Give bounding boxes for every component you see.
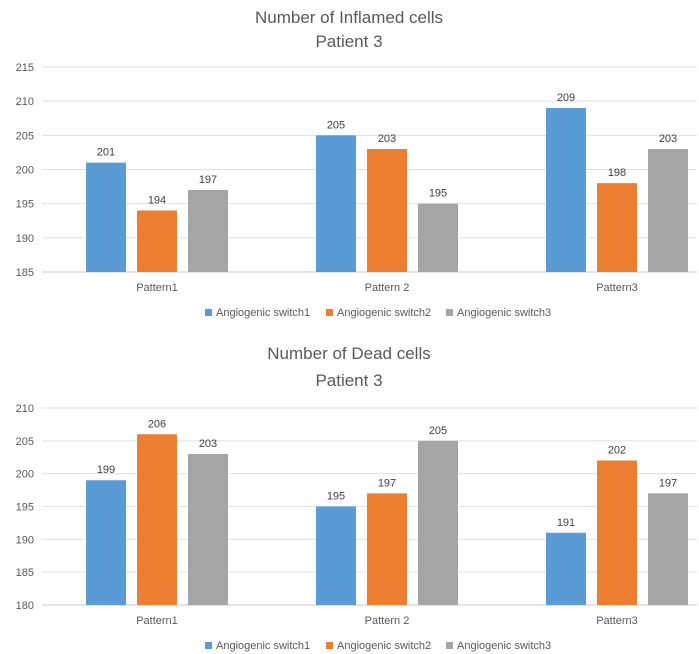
dead-data-label: 197 [378, 477, 396, 489]
dead-chart-subtitle: Patient 3 [315, 371, 382, 390]
dead-x-tick-label: Pattern 2 [365, 615, 410, 627]
inflamed-x-tick-label: Pattern 2 [365, 282, 410, 294]
inflamed-x-tick-label: Pattern1 [136, 282, 178, 294]
dead-bar-series2-3 [597, 460, 637, 605]
inflamed-y-tick-label: 185 [16, 267, 34, 279]
inflamed-x-tick-label: Pattern3 [596, 282, 638, 294]
inflamed-bar-series3-2 [418, 203, 458, 272]
inflamed-cells-chart: Number of Inflamed cells Patient 3 185 190 1… [16, 8, 697, 319]
inflamed-data-label: 203 [659, 133, 677, 145]
inflamed-data-label: 198 [608, 167, 626, 179]
dead-y-tick-label: 190 [16, 534, 34, 546]
dead-bar-series3-3 [648, 493, 688, 605]
inflamed-y-tick-label: 200 [16, 165, 34, 177]
inflamed-legend-swatch [326, 309, 333, 316]
inflamed-bar-series3-1 [188, 190, 228, 272]
inflamed-chart-subtitle: Patient 3 [315, 32, 382, 51]
dead-x-tick-label: Pattern3 [596, 615, 638, 627]
inflamed-bar-series2-2 [367, 149, 407, 272]
dead-legend-swatch [326, 642, 333, 649]
dead-legend-label: Angiogenic switch2 [337, 640, 431, 652]
dead-y-tick-label: 210 [16, 403, 34, 415]
dead-y-tick-label: 205 [16, 436, 34, 448]
inflamed-legend-label: Angiogenic switch3 [457, 307, 551, 319]
dead-data-label: 206 [148, 418, 166, 430]
inflamed-legend-label: Angiogenic switch2 [337, 307, 431, 319]
inflamed-data-label: 201 [97, 147, 115, 159]
dead-bar-series1-2 [316, 506, 356, 605]
dead-cells-chart: Number of Dead cells Patient 3 180 185 190 19… [16, 344, 697, 652]
inflamed-bar-series1-3 [546, 108, 586, 272]
inflamed-data-label: 209 [557, 92, 575, 104]
dead-data-label: 191 [557, 517, 575, 529]
dead-legend-swatch [205, 642, 212, 649]
dead-bar-series2-1 [137, 434, 177, 605]
inflamed-legend-swatch [205, 309, 212, 316]
inflamed-y-tick-label: 205 [16, 130, 34, 142]
dead-y-tick-label: 185 [16, 567, 34, 579]
dead-data-label: 197 [659, 477, 677, 489]
inflamed-data-label: 205 [327, 119, 345, 131]
inflamed-bar-series2-1 [137, 210, 177, 272]
inflamed-y-tick-label: 215 [16, 62, 34, 74]
dead-bar-series2-2 [367, 493, 407, 605]
inflamed-data-label: 195 [429, 188, 447, 200]
inflamed-chart-title: Number of Inflamed cells [255, 8, 443, 27]
dead-y-tick-label: 195 [16, 502, 34, 514]
dead-data-label: 202 [608, 445, 626, 457]
inflamed-bar-series2-3 [597, 183, 637, 272]
dead-bar-series1-3 [546, 532, 586, 605]
dead-data-label: 205 [429, 425, 447, 437]
dead-chart-title: Number of Dead cells [267, 344, 430, 363]
inflamed-legend-swatch [446, 309, 453, 316]
inflamed-y-tick-label: 190 [16, 233, 34, 245]
dead-legend-label: Angiogenic switch3 [457, 640, 551, 652]
inflamed-y-tick-label: 195 [16, 199, 34, 211]
inflamed-data-label: 203 [378, 133, 396, 145]
inflamed-data-label: 197 [199, 174, 217, 186]
dead-legend-label: Angiogenic switch1 [216, 640, 310, 652]
inflamed-legend-label: Angiogenic switch1 [216, 307, 310, 319]
inflamed-bar-series1-2 [316, 135, 356, 272]
inflamed-bar-series1-1 [86, 162, 126, 272]
dead-data-label: 199 [97, 464, 115, 476]
dead-bar-series3-2 [418, 440, 458, 605]
dead-y-tick-label: 200 [16, 469, 34, 481]
dead-data-label: 203 [199, 438, 217, 450]
dead-bar-series3-1 [188, 453, 228, 605]
inflamed-bar-series3-3 [648, 149, 688, 272]
inflamed-data-label: 194 [148, 195, 166, 207]
dead-bar-series1-1 [86, 480, 126, 605]
inflamed-y-tick-label: 210 [16, 96, 34, 108]
dead-data-label: 195 [327, 491, 345, 503]
dead-legend-swatch [446, 642, 453, 649]
dead-y-tick-label: 180 [16, 600, 34, 612]
dead-x-tick-label: Pattern1 [136, 615, 178, 627]
